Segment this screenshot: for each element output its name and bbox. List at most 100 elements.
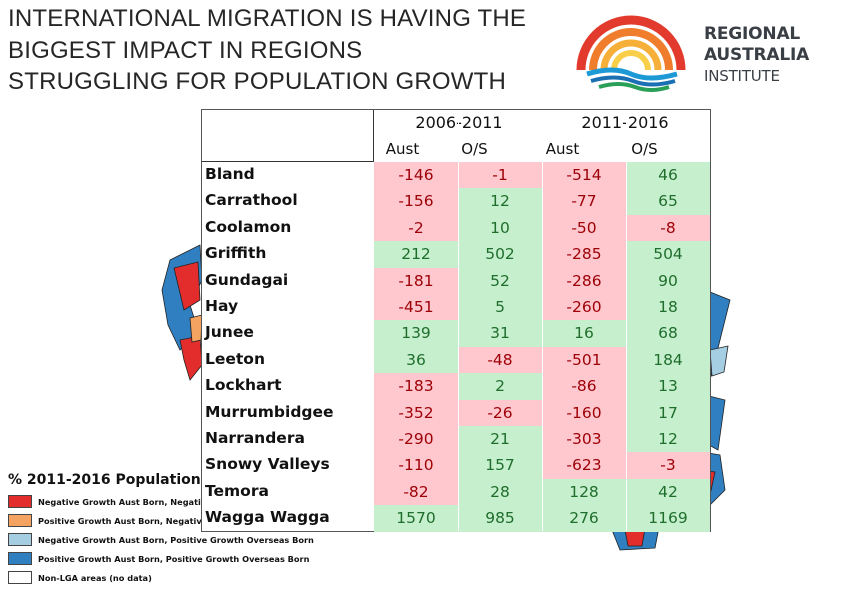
logo-wordmark: REGIONAL AUSTRALIA INSTITUTE bbox=[704, 24, 809, 87]
region-name: Murrumbidgee bbox=[205, 402, 334, 421]
period-header-2006-2011: 2006-2011 bbox=[415, 113, 503, 132]
value-cell: -181 bbox=[374, 267, 458, 294]
value-cell: -1 bbox=[458, 162, 542, 189]
logo-line-1: REGIONAL bbox=[704, 24, 801, 44]
table-row: Junee 139 31 16 68 bbox=[202, 320, 710, 347]
value-cell: -352 bbox=[374, 399, 458, 426]
value-cell: 31 bbox=[458, 320, 542, 347]
subheader-aust-2006: Aust bbox=[385, 140, 420, 158]
value-cell: 985 bbox=[458, 505, 542, 532]
table-row: Murrumbidgee -352 -26 -160 17 bbox=[202, 399, 710, 426]
value-cell: 128 bbox=[542, 478, 626, 506]
value-cell: -82 bbox=[374, 478, 458, 506]
value-cell: -183 bbox=[374, 373, 458, 400]
value-cell: 276 bbox=[542, 505, 626, 532]
value-cell: -451 bbox=[374, 294, 458, 321]
value-cell: -26 bbox=[458, 399, 542, 426]
value-cell: -146 bbox=[374, 162, 458, 189]
subheader-os-2006: O/S bbox=[461, 140, 488, 158]
value-cell: 10 bbox=[458, 214, 542, 242]
value-cell: -514 bbox=[542, 162, 626, 189]
value-cell: 1169 bbox=[626, 505, 710, 532]
table-row: Narrandera -290 21 -303 12 bbox=[202, 426, 710, 453]
logo-line-3: INSTITUTE bbox=[704, 67, 780, 85]
value-cell: 21 bbox=[458, 426, 542, 453]
value-cell: 28 bbox=[458, 478, 542, 506]
value-cell: -86 bbox=[542, 373, 626, 400]
value-cell: -2 bbox=[374, 214, 458, 242]
region-name: Bland bbox=[205, 165, 255, 183]
value-cell: 68 bbox=[626, 320, 710, 347]
value-cell: -303 bbox=[542, 426, 626, 453]
table-row: Wagga Wagga 1570 985 276 1169 bbox=[202, 505, 710, 532]
value-cell: 13 bbox=[626, 373, 710, 400]
legend-swatch bbox=[8, 552, 32, 565]
value-cell: 18 bbox=[626, 294, 710, 321]
legend-title: % 2011-2016 Population bbox=[8, 472, 201, 488]
regional-australia-institute-logo: REGIONAL AUSTRALIA INSTITUTE bbox=[573, 12, 823, 92]
legend-label: Negative Growth Aust Born, Negative bbox=[38, 496, 212, 507]
value-cell: -50 bbox=[542, 214, 626, 242]
legend-swatch bbox=[8, 571, 32, 584]
table-row: Lockhart -183 2 -86 13 bbox=[202, 373, 710, 400]
region-name: Junee bbox=[205, 323, 254, 342]
value-cell: 2 bbox=[458, 373, 542, 400]
table-row: Leeton 36 -48 -501 184 bbox=[202, 346, 710, 374]
table-row: Temora -82 28 128 42 bbox=[202, 478, 710, 506]
region-name: Lockhart bbox=[205, 376, 282, 395]
legend-item: Positive Growth Aust Born, Positive Grow… bbox=[8, 549, 338, 568]
legend-item: Negative Growth Aust Born, Positive Grow… bbox=[8, 530, 338, 549]
value-cell: 139 bbox=[374, 320, 458, 347]
region-name: Narrandera bbox=[205, 429, 305, 447]
migration-table: 2006-2011 2011-2016 Aust O/S Aust O/S Bl… bbox=[201, 109, 711, 532]
region-name: Snowy Valleys bbox=[205, 455, 330, 474]
table-row: Bland -146 -1 -514 46 bbox=[202, 162, 710, 189]
slide-title: INTERNATIONAL MIGRATION IS HAVING THE BI… bbox=[8, 5, 527, 95]
value-cell: -48 bbox=[458, 346, 542, 374]
legend-item: Negative Growth Aust Born, Negative bbox=[8, 492, 338, 511]
value-cell: 212 bbox=[374, 241, 458, 268]
value-cell: -623 bbox=[542, 452, 626, 479]
legend-swatch bbox=[8, 495, 32, 508]
value-cell: -160 bbox=[542, 399, 626, 426]
value-cell: 502 bbox=[458, 241, 542, 268]
value-cell: 42 bbox=[626, 478, 710, 506]
legend-swatch bbox=[8, 514, 32, 527]
value-cell: -290 bbox=[374, 426, 458, 453]
legend-label: Negative Growth Aust Born, Positive Grow… bbox=[38, 534, 314, 545]
region-name: Hay bbox=[205, 297, 239, 315]
value-cell: -501 bbox=[542, 346, 626, 374]
legend-item: Positive Growth Aust Born, Negative bbox=[8, 511, 338, 530]
table-row: Carrathool -156 12 -77 65 bbox=[202, 188, 710, 215]
value-cell: 157 bbox=[458, 452, 542, 479]
value-cell: -3 bbox=[626, 452, 710, 479]
region-name: Temora bbox=[205, 481, 269, 500]
column-divider bbox=[626, 110, 627, 531]
value-cell: 184 bbox=[626, 346, 710, 374]
subheader-os-2011: O/S bbox=[631, 140, 658, 158]
table-row: Griffith 212 502 -285 504 bbox=[202, 241, 710, 268]
value-cell: -77 bbox=[542, 188, 626, 215]
value-cell: 5 bbox=[458, 294, 542, 321]
period-header-2011-2016: 2011-2016 bbox=[581, 113, 669, 132]
value-cell: 90 bbox=[626, 267, 710, 294]
region-name: Gundagai bbox=[205, 270, 289, 289]
value-cell: -110 bbox=[374, 452, 458, 479]
value-cell: 1570 bbox=[374, 505, 458, 532]
map-legend: % 2011-2016 Population Negative Growth A… bbox=[8, 472, 338, 587]
value-cell: -8 bbox=[626, 214, 710, 242]
column-divider bbox=[458, 110, 459, 531]
region-name: Coolamon bbox=[205, 217, 292, 236]
legend-label: Non-LGA areas (no data) bbox=[38, 572, 152, 583]
value-cell: -286 bbox=[542, 267, 626, 294]
value-cell: -260 bbox=[542, 294, 626, 321]
value-cell: 16 bbox=[542, 320, 626, 347]
table-row: Snowy Valleys -110 157 -623 -3 bbox=[202, 452, 710, 479]
legend-label: Positive Growth Aust Born, Negative bbox=[38, 515, 208, 526]
table-row: Hay -451 5 -260 18 bbox=[202, 294, 710, 321]
value-cell: 65 bbox=[626, 188, 710, 215]
value-cell: 12 bbox=[458, 188, 542, 215]
legend-swatch bbox=[8, 533, 32, 546]
table-corner-cell bbox=[202, 110, 374, 162]
column-divider bbox=[542, 110, 543, 531]
